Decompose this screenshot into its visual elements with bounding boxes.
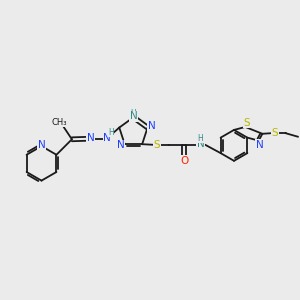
Text: CH₃: CH₃	[51, 118, 67, 127]
Text: N: N	[38, 140, 45, 150]
Text: S: S	[154, 140, 160, 150]
Text: S: S	[272, 128, 278, 138]
Text: N: N	[87, 133, 95, 143]
Text: N: N	[103, 133, 111, 143]
Text: N: N	[117, 140, 124, 150]
Text: N: N	[130, 111, 137, 122]
Text: N: N	[148, 122, 156, 131]
Text: H: H	[130, 109, 136, 118]
Text: H: H	[197, 134, 203, 143]
Text: N: N	[196, 139, 204, 149]
Text: N: N	[256, 140, 264, 150]
Text: S: S	[243, 118, 250, 128]
Text: O: O	[180, 156, 188, 166]
Text: H: H	[108, 128, 114, 137]
